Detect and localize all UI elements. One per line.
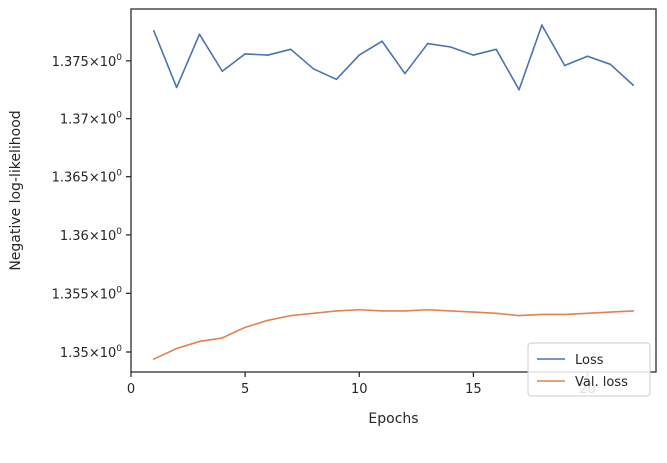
y-tick-label: 1.36×100: [60, 227, 122, 244]
data-point: [198, 340, 201, 343]
data-point: [335, 78, 338, 81]
data-point: [244, 326, 246, 329]
x-axis-label: Epochs: [368, 411, 418, 427]
y-tick-base: 1.365: [52, 171, 89, 186]
y-tick-exponent: 0: [116, 344, 122, 354]
data-point: [541, 24, 543, 26]
data-point: [518, 88, 520, 91]
data-point: [586, 55, 589, 58]
data-point: [472, 54, 475, 56]
x-tick-label: 15: [465, 382, 482, 397]
series-lines: [153, 24, 634, 360]
series-line-0: [153, 24, 634, 91]
legend-box: [527, 342, 651, 397]
data-point: [198, 33, 201, 36]
data-point: [426, 42, 429, 45]
data-point: [153, 30, 155, 32]
data-point: [175, 86, 178, 89]
data-point: [289, 48, 292, 51]
data-point: [221, 337, 224, 339]
data-point: [449, 310, 452, 312]
data-point: [609, 63, 612, 66]
data-point: [267, 319, 269, 322]
data-point: [404, 72, 406, 75]
data-point: [335, 310, 338, 312]
y-axis-ticks: 1.35×100 1.355×100 1.36×100 1.365×100 1.37×1…: [52, 53, 131, 361]
x-tick-label: 5: [241, 382, 249, 397]
data-point: [404, 310, 406, 312]
legend: Loss Val. loss: [527, 342, 651, 397]
data-point: [586, 312, 589, 315]
data-point: [175, 347, 178, 350]
y-tick-label: 1.35×100: [60, 344, 122, 361]
data-point: [289, 314, 292, 317]
data-point: [426, 308, 429, 311]
y-tick-label: 1.365×100: [52, 169, 123, 186]
legend-label: Val. loss: [575, 375, 628, 390]
data-point: [472, 311, 475, 313]
data-point: [358, 308, 361, 311]
data-point: [541, 313, 543, 316]
legend-label: Loss: [575, 353, 604, 368]
series-line-1: [153, 308, 634, 360]
data-point: [632, 84, 634, 86]
y-tick-exponent: 0: [116, 53, 122, 63]
y-axis-label: Negative log-likelihood: [8, 110, 24, 270]
y-tick-exponent: 0: [116, 111, 122, 121]
data-point: [609, 311, 612, 313]
y-tick-exponent: 0: [116, 227, 122, 237]
data-point: [312, 312, 315, 315]
y-tick-exponent: 0: [116, 285, 122, 295]
data-point: [381, 310, 383, 312]
x-axis-ticks: 05101520: [127, 372, 596, 397]
y-tick-label: 1.355×100: [52, 285, 123, 302]
y-tick-base: 1.355: [52, 287, 89, 302]
y-tick-base: 1.37: [60, 113, 89, 128]
data-point: [495, 48, 498, 51]
data-point: [563, 313, 566, 316]
data-point: [495, 312, 498, 315]
x-tick-label: 10: [351, 382, 368, 397]
y-tick-base: 1.35: [60, 346, 89, 361]
data-point: [518, 314, 520, 317]
data-point: [244, 53, 246, 55]
data-point: [632, 310, 634, 312]
y-tick-base: 1.36: [60, 229, 89, 244]
data-point: [153, 358, 155, 360]
data-point: [221, 70, 224, 73]
plot-frame: [130, 8, 657, 373]
data-point: [381, 40, 383, 43]
data-point: [312, 68, 315, 70]
data-point: [563, 64, 566, 67]
data-point: [358, 54, 361, 56]
y-tick-base: 1.375: [52, 55, 89, 70]
y-tick-label: 1.375×100: [52, 53, 123, 70]
y-tick-label: 1.37×100: [60, 111, 122, 128]
x-tick-label: 0: [127, 382, 135, 397]
data-point: [267, 54, 269, 56]
data-point: [449, 46, 452, 48]
y-tick-exponent: 0: [116, 169, 122, 179]
